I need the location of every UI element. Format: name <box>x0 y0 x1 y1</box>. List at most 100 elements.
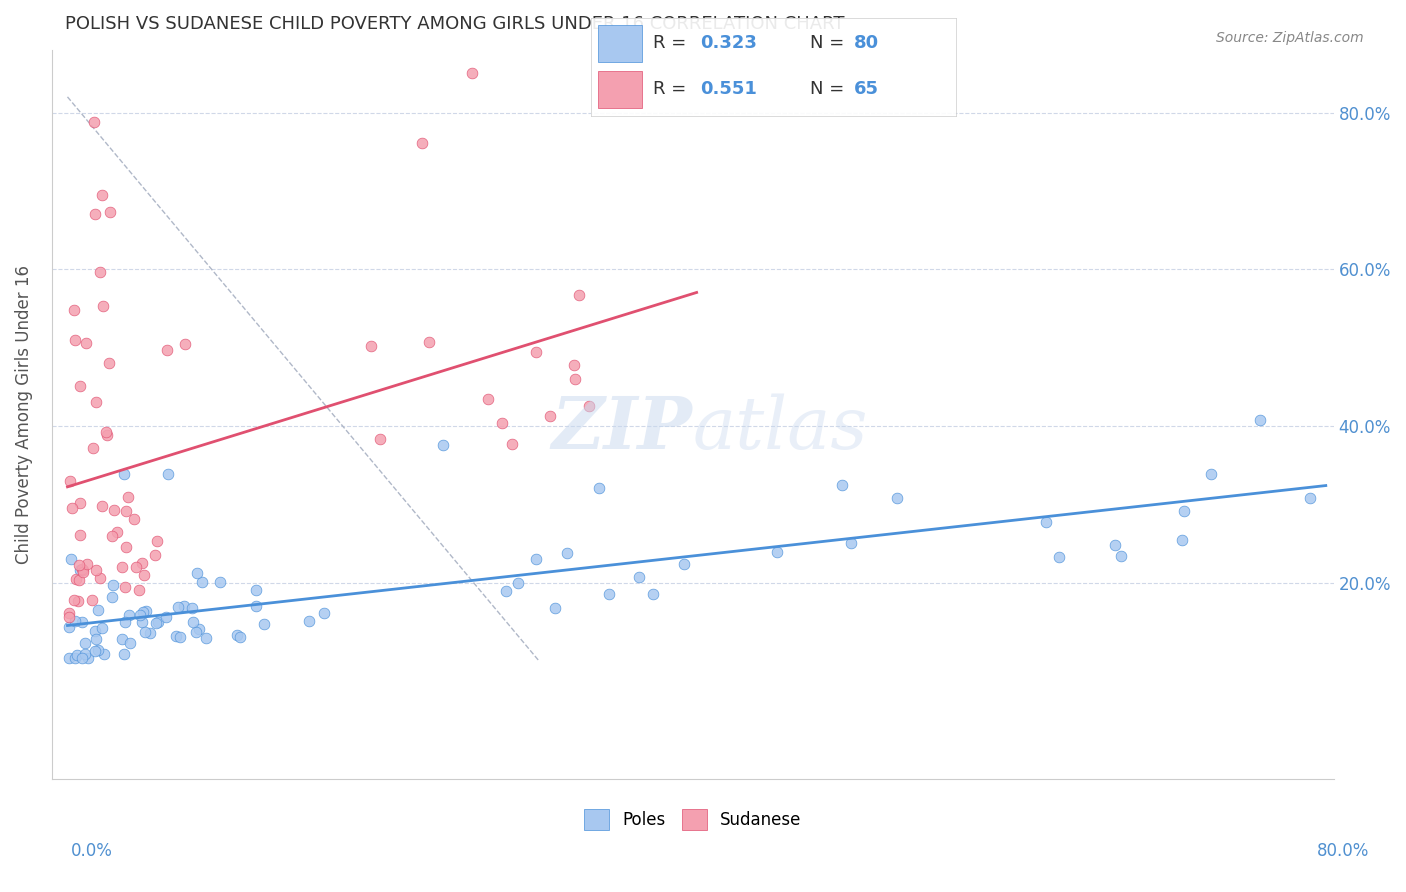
Poles <box>765 545 787 559</box>
Poles <box>134 625 156 640</box>
Sudanese <box>568 287 591 301</box>
Sudanese <box>82 441 104 455</box>
Sudanese <box>69 528 91 542</box>
Sudanese <box>80 593 103 607</box>
Sudanese <box>65 333 87 347</box>
Poles <box>186 566 208 580</box>
Sudanese <box>101 529 124 543</box>
Poles <box>76 651 98 665</box>
Poles <box>209 574 232 589</box>
Sudanese <box>97 356 120 370</box>
Text: 0.551: 0.551 <box>700 80 756 98</box>
Sudanese <box>96 427 118 442</box>
Poles <box>432 437 454 451</box>
Sudanese <box>538 409 561 424</box>
Sudanese <box>103 503 125 517</box>
Text: ZIP: ZIP <box>551 393 693 465</box>
Text: POLISH VS SUDANESE CHILD POVERTY AMONG GIRLS UNDER 16 CORRELATION CHART: POLISH VS SUDANESE CHILD POVERTY AMONG G… <box>65 15 844 33</box>
Legend: Poles, Sudanese: Poles, Sudanese <box>576 803 808 836</box>
Poles <box>58 620 80 634</box>
Poles <box>139 625 162 640</box>
Poles <box>1109 549 1132 563</box>
Sudanese <box>63 592 86 607</box>
Sudanese <box>174 336 197 351</box>
Sudanese <box>84 395 107 409</box>
Sudanese <box>89 265 111 279</box>
Poles <box>70 615 93 629</box>
Poles <box>191 575 214 590</box>
Sudanese <box>122 512 145 526</box>
Poles <box>184 624 207 639</box>
Poles <box>87 602 110 616</box>
Sudanese <box>524 345 547 359</box>
Sudanese <box>67 594 90 608</box>
Sudanese <box>63 303 86 318</box>
Poles <box>253 616 276 631</box>
Poles <box>155 610 177 624</box>
Sudanese <box>60 501 83 516</box>
Poles <box>111 632 134 646</box>
Sudanese <box>91 300 114 314</box>
Poles <box>63 651 86 665</box>
Sudanese <box>83 115 105 129</box>
Poles <box>148 615 170 629</box>
Poles <box>229 630 252 644</box>
Sudanese <box>67 573 90 587</box>
Poles <box>1047 550 1070 565</box>
Sudanese <box>72 563 94 577</box>
Sudanese <box>84 563 107 577</box>
Poles <box>225 628 247 642</box>
Poles <box>641 587 664 601</box>
Poles <box>557 546 579 560</box>
Poles <box>112 647 135 661</box>
Poles <box>118 607 141 622</box>
Sudanese <box>70 562 93 576</box>
Poles <box>1171 533 1194 547</box>
Poles <box>169 630 191 644</box>
Sudanese <box>128 582 150 597</box>
Text: R =: R = <box>652 80 692 98</box>
Poles <box>1199 467 1222 481</box>
Poles <box>598 587 620 601</box>
Sudanese <box>83 207 105 221</box>
Poles <box>83 624 105 639</box>
Sudanese <box>67 558 90 573</box>
Text: R =: R = <box>652 35 692 53</box>
Sudanese <box>491 417 513 431</box>
Poles <box>245 582 267 597</box>
Sudanese <box>477 392 499 407</box>
Sudanese <box>143 548 166 562</box>
Poles <box>103 578 125 592</box>
Poles <box>145 616 167 631</box>
Poles <box>839 536 862 550</box>
Poles <box>131 615 153 629</box>
Sudanese <box>114 580 136 594</box>
Poles <box>84 644 107 658</box>
Poles <box>173 599 195 613</box>
Poles <box>544 601 567 615</box>
Sudanese <box>562 359 585 373</box>
Poles <box>84 632 107 647</box>
Poles <box>135 604 157 618</box>
Text: 80: 80 <box>853 35 879 53</box>
Poles <box>101 591 124 605</box>
Poles <box>181 600 204 615</box>
Poles <box>63 615 86 629</box>
Poles <box>627 570 650 584</box>
Poles <box>245 599 267 613</box>
Sudanese <box>111 559 134 574</box>
Sudanese <box>69 379 91 393</box>
Poles <box>588 481 610 495</box>
Sudanese <box>461 66 484 80</box>
Sudanese <box>155 343 177 357</box>
Sudanese <box>75 335 97 350</box>
Text: 80.0%: 80.0% <box>1316 842 1369 860</box>
Text: N =: N = <box>810 35 849 53</box>
Y-axis label: Child Poverty Among Girls Under 16: Child Poverty Among Girls Under 16 <box>15 265 32 564</box>
Poles <box>132 605 155 619</box>
Poles <box>831 478 853 492</box>
Poles <box>524 552 547 566</box>
Text: N =: N = <box>810 80 849 98</box>
Poles <box>128 608 150 623</box>
Sudanese <box>91 188 114 202</box>
